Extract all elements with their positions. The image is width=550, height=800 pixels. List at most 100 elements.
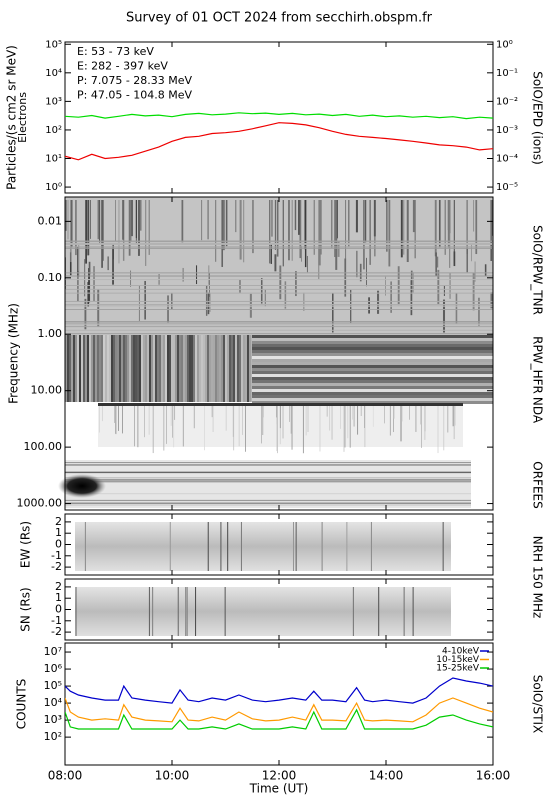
tnr-streak bbox=[437, 269, 440, 305]
nda-line bbox=[137, 406, 139, 448]
tnr-streak bbox=[74, 200, 77, 256]
x-tick-label: 14:00 bbox=[369, 769, 404, 783]
hfr-stripe bbox=[223, 335, 225, 402]
nrh-line bbox=[220, 522, 222, 571]
hfr-band bbox=[252, 395, 493, 398]
nrh-line bbox=[352, 587, 354, 636]
tnr-streak bbox=[264, 289, 266, 307]
tnr-streak bbox=[107, 256, 109, 271]
y-tick-label: 10⁴ bbox=[45, 68, 62, 79]
nrh-image bbox=[75, 587, 451, 636]
hfr-stripe bbox=[157, 335, 159, 402]
tnr-band bbox=[65, 322, 493, 324]
hfr-band bbox=[252, 389, 493, 392]
hfr-stripe bbox=[119, 335, 121, 402]
tnr-streak bbox=[88, 261, 91, 275]
tnr-streak bbox=[167, 295, 169, 323]
tnr-streak bbox=[87, 200, 89, 256]
orfees-band bbox=[65, 472, 471, 474]
hfr-stripe bbox=[109, 335, 111, 402]
tnr-streak bbox=[90, 200, 91, 239]
nrh-line bbox=[224, 587, 226, 636]
hfr-band bbox=[252, 344, 493, 347]
y-tick-label: -2 bbox=[51, 625, 62, 638]
right-label: SolO/EPD (ions) bbox=[531, 71, 545, 165]
tnr-band bbox=[65, 326, 493, 328]
hfr-stripe bbox=[79, 335, 81, 402]
nda-line bbox=[101, 406, 103, 422]
hfr-stripe bbox=[167, 335, 169, 402]
tnr-band bbox=[65, 324, 493, 326]
tnr-streak bbox=[243, 200, 245, 263]
y-tick-label: 10² bbox=[45, 125, 62, 136]
tnr-streak bbox=[291, 200, 293, 261]
tnr-streak bbox=[355, 200, 358, 233]
nrh-line bbox=[84, 522, 86, 571]
tnr-streak bbox=[70, 200, 73, 248]
tnr-streak bbox=[205, 285, 208, 316]
hfr-stripe bbox=[149, 335, 151, 402]
tnr-streak bbox=[442, 299, 446, 333]
nda-line bbox=[364, 406, 365, 429]
hfr-stripe bbox=[105, 335, 107, 402]
y-tick-label: 0 bbox=[55, 538, 62, 551]
nrh-line bbox=[227, 522, 229, 571]
nda-line bbox=[352, 406, 353, 420]
y-tick-label: 1 bbox=[55, 526, 62, 539]
instrument-label: SolO/RPW_TNR bbox=[531, 225, 545, 315]
tnr-streak bbox=[344, 258, 347, 297]
nda-line bbox=[326, 406, 328, 417]
tnr-band bbox=[65, 240, 493, 242]
x-tick-label: 08:00 bbox=[48, 769, 83, 783]
tnr-streak bbox=[130, 200, 132, 242]
legend-entry: 10-15keV bbox=[436, 655, 480, 665]
y-tick-label: -1 bbox=[51, 614, 62, 627]
hfr-stripe bbox=[137, 335, 139, 402]
tnr-streak bbox=[225, 200, 228, 247]
hfr-stripe bbox=[89, 335, 91, 402]
tnr-streak bbox=[239, 200, 242, 260]
orfees-band bbox=[65, 479, 471, 481]
hfr-stripe bbox=[235, 335, 237, 402]
hfr-band bbox=[252, 374, 493, 377]
tnr-streak bbox=[491, 200, 493, 236]
hfr-stripe bbox=[179, 335, 181, 402]
nda-line bbox=[261, 406, 262, 444]
tnr-streak bbox=[101, 200, 103, 268]
nda-line bbox=[276, 406, 277, 418]
tnr-streak bbox=[471, 243, 472, 262]
hfr-stripe bbox=[85, 335, 87, 402]
hfr-stripe bbox=[107, 335, 109, 402]
nrh-line bbox=[240, 522, 242, 571]
legend-entry: P: 47.05 - 104.8 MeV bbox=[77, 89, 193, 102]
tnr-band bbox=[65, 247, 493, 249]
hfr-stripe bbox=[209, 335, 211, 402]
hfr-stripe bbox=[233, 335, 235, 402]
hfr-stripe bbox=[165, 335, 167, 402]
nrh-line bbox=[169, 522, 171, 571]
instrument-label: ORFEES bbox=[531, 461, 545, 508]
x-tick-label: 12:00 bbox=[262, 769, 297, 783]
hfr-band bbox=[252, 335, 493, 338]
hfr-stripe bbox=[131, 335, 133, 402]
hfr-stripe bbox=[127, 335, 129, 402]
tnr-streak bbox=[252, 200, 254, 254]
tnr-streak bbox=[400, 200, 403, 258]
hfr-band bbox=[252, 350, 493, 353]
orfees-band bbox=[65, 464, 471, 466]
tnr-streak bbox=[139, 200, 142, 231]
tnr-streak bbox=[144, 293, 147, 308]
hfr-stripe bbox=[103, 335, 105, 402]
hfr-stripe bbox=[121, 335, 123, 402]
nda-line bbox=[340, 406, 341, 429]
hfr-stripe bbox=[159, 335, 161, 402]
nrh-line bbox=[370, 522, 372, 571]
hfr-stripe bbox=[217, 335, 219, 402]
nda-line bbox=[152, 406, 154, 454]
tnr-band bbox=[65, 333, 493, 335]
hfr-stripe bbox=[201, 335, 203, 402]
orfees-band bbox=[65, 502, 471, 504]
hfr-stripe bbox=[231, 335, 233, 402]
hfr-band bbox=[252, 383, 493, 386]
panels: 10⁰10¹10²10³10⁴10⁵10⁻⁵10⁻⁴10⁻³10⁻²10⁻¹10… bbox=[5, 39, 545, 795]
